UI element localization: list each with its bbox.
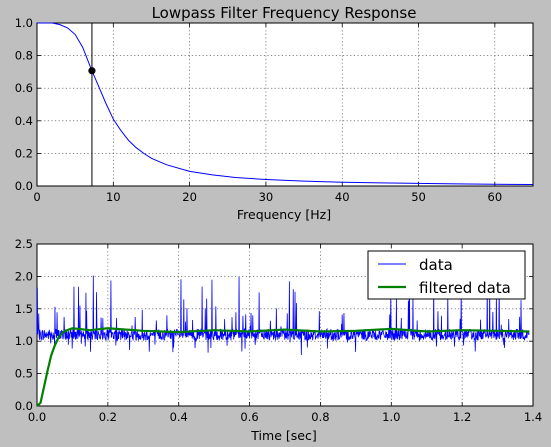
x-tick-label: 0.2 [99,410,117,424]
x-tick-label: 1.4 [524,410,542,424]
y-tick-label: 0.8 [15,49,33,63]
legend-box [367,250,526,300]
cutoff-point [88,67,96,75]
series-filtered-line [36,327,530,407]
x-tick-label: 20 [182,190,197,204]
chart-title: Lowpass Filter Frequency Response [152,4,417,22]
y-tick-label: 2.0 [15,269,33,283]
y-tick-label: 0.0 [15,179,33,193]
y-tick-label: 1.0 [15,334,33,348]
x-tick-label: 50 [411,190,426,204]
legend: data filtered data [367,250,526,300]
y-tick-label: 2.5 [15,237,33,251]
x-tick-label: 1.0 [382,410,400,424]
x-tick-label: 40 [335,190,350,204]
x-tick-label: 0.4 [170,410,188,424]
x-tick-label: 1.2 [453,410,471,424]
ticks-bottom: 0.0 0.2 0.4 0.6 0.8 1.0 1.2 1.4 0.0 0.5 1.0 1.5 2.0 2… [15,237,542,424]
plot-area-top [36,22,534,187]
y-tick-label: 1.5 [15,302,33,316]
y-tick-label: 0.5 [15,367,33,381]
chart-frequency-response: Lowpass Filter Frequency Response 0 10 20 3… [15,4,534,222]
chart-time-series: 0.0 0.2 0.4 0.6 0.8 1.0 1.2 1.4 0.0 0.5 1.0 1.5 2.0 2… [15,237,542,443]
marks-top [37,22,534,186]
x-tick-label: 0.8 [311,410,329,424]
x-tick-label: 0.0 [28,410,46,424]
marks-bottom [36,275,530,407]
legend-label-data: data [419,256,453,274]
x-axis-label-top: Frequency [Hz] [237,207,331,222]
y-tick-label: 0.0 [15,399,33,413]
x-tick-label: 10 [106,190,121,204]
response-curve [37,22,534,186]
y-tick-label: 0.4 [15,114,33,128]
x-tick-label: 60 [488,190,503,204]
x-tick-label: 0 [33,190,40,204]
x-axis-label-bottom: Time [sec] [250,428,316,443]
y-tick-label: 0.6 [15,81,33,95]
x-tick-label: 30 [259,190,274,204]
ticks-top: 0 10 20 30 40 50 60 0.0 0.2 0.4 0.6 0.8 1.0 [15,16,533,204]
y-tick-label: 0.2 [15,146,33,160]
y-tick-label: 1.0 [15,16,33,30]
x-tick-label: 0.6 [240,410,258,424]
legend-label-filtered: filtered data [419,279,511,297]
